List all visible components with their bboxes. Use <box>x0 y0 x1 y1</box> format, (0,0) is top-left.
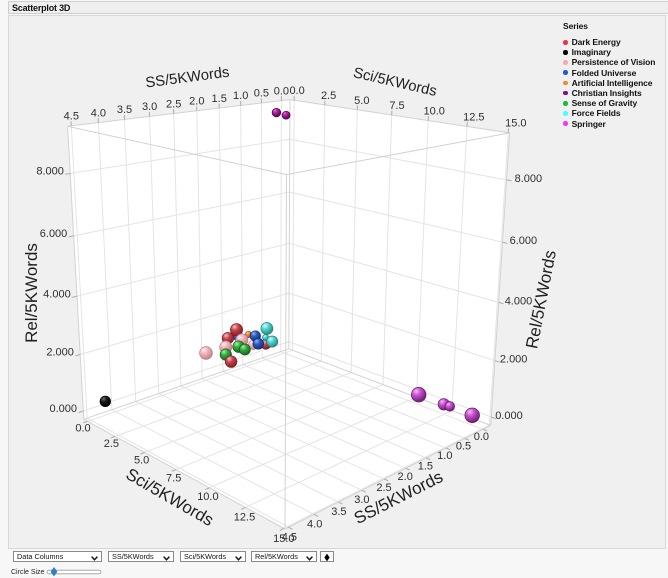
svg-text:0.0: 0.0 <box>289 85 304 97</box>
svg-text:6.000: 6.000 <box>510 235 538 247</box>
svg-text:1.0: 1.0 <box>437 450 452 462</box>
svg-text:7.5: 7.5 <box>166 472 181 484</box>
svg-text:6.000: 6.000 <box>40 228 68 240</box>
svg-text:0.0: 0.0 <box>274 85 289 97</box>
svg-text:15.0: 15.0 <box>505 118 526 130</box>
svg-text:2.5: 2.5 <box>166 98 181 110</box>
svg-text:12.5: 12.5 <box>463 111 484 123</box>
svg-text:2.0: 2.0 <box>189 96 204 108</box>
svg-text:5.0: 5.0 <box>134 455 149 467</box>
svg-text:12.5: 12.5 <box>234 511 255 523</box>
svg-text:2.000: 2.000 <box>500 354 528 366</box>
svg-text:3.5: 3.5 <box>331 506 346 518</box>
svg-text:4.000: 4.000 <box>505 295 533 307</box>
svg-text:8.000: 8.000 <box>36 166 64 178</box>
svg-text:7.5: 7.5 <box>389 100 404 112</box>
svg-text:1.0: 1.0 <box>233 90 248 102</box>
svg-text:2.5: 2.5 <box>321 90 336 102</box>
svg-text:SS/5KWords: SS/5KWords <box>145 65 231 92</box>
svg-text:2.000: 2.000 <box>46 347 74 359</box>
svg-text:3.0: 3.0 <box>142 101 157 113</box>
svg-text:5.0: 5.0 <box>354 95 369 107</box>
svg-text:0.0: 0.0 <box>474 431 489 443</box>
svg-text:0.000: 0.000 <box>49 403 77 415</box>
svg-text:8.000: 8.000 <box>515 173 543 185</box>
svg-text:Rel/5KWords: Rel/5KWords <box>22 243 41 343</box>
svg-text:0.5: 0.5 <box>456 440 471 452</box>
svg-text:4.5: 4.5 <box>282 532 297 544</box>
svg-text:2.5: 2.5 <box>104 438 119 450</box>
svg-text:4.0: 4.0 <box>307 519 322 531</box>
svg-text:0.0: 0.0 <box>75 422 90 434</box>
svg-text:4.000: 4.000 <box>43 288 71 300</box>
svg-text:10.0: 10.0 <box>197 491 218 503</box>
svg-text:1.5: 1.5 <box>212 93 227 105</box>
svg-text:0.000: 0.000 <box>495 410 523 422</box>
svg-text:0.5: 0.5 <box>254 88 269 100</box>
svg-text:4.5: 4.5 <box>64 111 79 123</box>
svg-text:4.0: 4.0 <box>91 107 106 119</box>
svg-text:10.0: 10.0 <box>423 106 444 118</box>
svg-text:3.5: 3.5 <box>117 104 132 116</box>
